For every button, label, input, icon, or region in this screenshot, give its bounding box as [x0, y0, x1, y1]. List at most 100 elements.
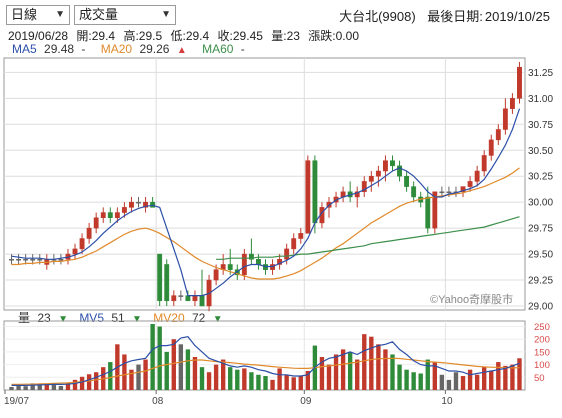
volume-bar [510, 364, 515, 390]
volume-bar [496, 362, 501, 390]
candle-body [382, 160, 388, 172]
volume-bar [489, 370, 494, 390]
candle-body [411, 186, 417, 198]
stock-header: 大台北(9908) 最後日期: 2019/10/25 [331, 6, 550, 25]
volume-bar [453, 372, 459, 390]
indicator-select[interactable]: 成交量 ▼ [74, 5, 176, 25]
last-date-label: 最後日期: [427, 9, 483, 24]
volume-bar [340, 349, 346, 390]
volume-bar [242, 368, 247, 390]
period-select[interactable]: 日線 ▼ [6, 5, 70, 25]
volume-bar [108, 362, 113, 390]
candle-body [481, 155, 487, 172]
volume-tick-label: 250 [534, 322, 550, 333]
candle-body [509, 98, 515, 109]
price-tick-label: 29.25 [528, 276, 553, 287]
volume-bar [122, 354, 127, 390]
price-tick-label: 30.00 [528, 198, 553, 209]
candle-body [30, 259, 36, 261]
volume-bar [72, 379, 78, 390]
mv20-line [11, 357, 520, 385]
candle-body [432, 191, 438, 229]
volume-bar [150, 324, 155, 390]
volume-bar [213, 364, 219, 390]
volume-bar [256, 374, 261, 390]
price-tick-label: 29.00 [528, 302, 553, 313]
volume-bar [397, 364, 402, 390]
price-tick-label: 30.25 [528, 172, 553, 183]
volume-bar [369, 336, 374, 390]
volume-bar [305, 370, 311, 390]
volume-bar [93, 372, 99, 390]
volume-bar [298, 376, 303, 390]
volume-bar [199, 367, 205, 390]
candle-body [23, 259, 29, 261]
down-triangle-icon: ▼ [212, 314, 223, 325]
candle-body [107, 212, 113, 218]
candle-body [100, 212, 106, 218]
volume-bar [270, 379, 275, 390]
volume-bar [192, 357, 198, 390]
down-triangle-icon: ▼ [132, 314, 142, 325]
volume-bar [220, 359, 226, 390]
volume-bar [517, 358, 522, 390]
volume-bar [206, 372, 212, 390]
volume-bar [418, 373, 423, 390]
volume-bar [30, 383, 35, 390]
volume-bar [460, 376, 466, 390]
candle-body [164, 264, 170, 302]
ma-legend: MA5 29.48 - MA20 29.26 ▲ MA60 - [12, 42, 249, 56]
date-label: 08 [152, 396, 164, 407]
volume-bar [411, 372, 416, 390]
candle-body [192, 295, 198, 302]
volume-bar [9, 386, 14, 390]
candle-body [517, 66, 522, 99]
candle-body [291, 238, 297, 250]
candle-body [404, 175, 410, 187]
candle-body [256, 259, 261, 265]
volume-bar [136, 364, 141, 390]
ma5-value: 29.48 [44, 42, 75, 56]
candle-body [284, 248, 290, 260]
period-select-value: 日線 [11, 7, 38, 22]
price-tick-label: 31.00 [528, 94, 553, 105]
price-tick-label: 30.75 [528, 120, 553, 131]
volume-bar [425, 359, 430, 390]
candle-body [368, 175, 374, 182]
info-low: 低:29.4 [170, 29, 210, 43]
candle-body [241, 253, 247, 276]
volume-bar [390, 354, 395, 390]
volume-bar [51, 384, 57, 390]
stock-name: 大台北(9908) [339, 9, 416, 24]
chevron-down-icon[interactable]: ▼ [161, 9, 171, 20]
date-label: 09 [300, 396, 312, 407]
candle-body [72, 248, 78, 255]
volume-tick-label: 150 [534, 347, 550, 358]
volume-tick-label: 200 [534, 335, 550, 346]
volume-bar [291, 377, 296, 390]
info-open: 開:29.4 [76, 29, 116, 43]
volume-bar [164, 351, 169, 390]
candle-body [121, 207, 127, 213]
candle-body [178, 295, 184, 297]
last-date: 2019/10/25 [484, 9, 550, 24]
volume-bar [355, 359, 360, 390]
candle-body [227, 264, 233, 270]
volume-bar [467, 369, 473, 390]
volume-bar [79, 376, 85, 390]
candle-body [79, 238, 85, 250]
candle-body [354, 191, 360, 198]
volume-bar [157, 326, 162, 390]
volume-bar [333, 354, 339, 390]
candle-body [305, 160, 311, 234]
volume-bar [178, 344, 184, 390]
volume-bar [16, 385, 21, 390]
volume-bar [347, 351, 353, 390]
chevron-down-icon[interactable]: ▼ [55, 9, 65, 20]
ma5-label: MA5 [12, 42, 37, 56]
candle-body [136, 201, 141, 204]
ma60-label: MA60 [202, 42, 234, 56]
volume-bar [37, 384, 42, 390]
ma20-value: 29.26 [139, 42, 170, 56]
